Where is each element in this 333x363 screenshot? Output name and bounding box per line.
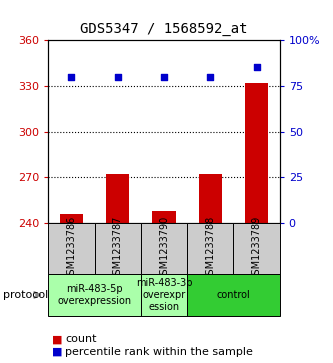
Title: GDS5347 / 1568592_at: GDS5347 / 1568592_at [80, 22, 248, 36]
Point [115, 74, 121, 79]
Bar [141, 274, 187, 316]
Text: ■: ■ [52, 347, 62, 357]
Bar [153, 211, 175, 223]
Point [69, 74, 74, 79]
Text: count: count [65, 334, 97, 344]
Bar [106, 174, 129, 223]
Text: GSM1233790: GSM1233790 [159, 216, 169, 281]
Text: GSM1233787: GSM1233787 [113, 216, 123, 281]
Bar [141, 223, 187, 274]
Point [161, 74, 166, 79]
Bar [245, 83, 268, 223]
Text: ■: ■ [52, 334, 62, 344]
Bar [199, 174, 222, 223]
Bar [48, 223, 95, 274]
Text: miR-483-3p
overexpr
ession: miR-483-3p overexpr ession [136, 278, 192, 311]
Bar [60, 214, 83, 223]
Text: GSM1233786: GSM1233786 [66, 216, 77, 281]
Bar [95, 223, 141, 274]
Text: GSM1233789: GSM1233789 [251, 216, 262, 281]
Text: miR-483-5p
overexpression: miR-483-5p overexpression [58, 284, 132, 306]
Bar [48, 274, 141, 316]
Point [254, 65, 259, 70]
Bar [233, 223, 280, 274]
Text: protocol: protocol [3, 290, 49, 300]
Text: control: control [216, 290, 250, 300]
Text: percentile rank within the sample: percentile rank within the sample [65, 347, 253, 357]
Point [208, 74, 213, 79]
Text: GSM1233788: GSM1233788 [205, 216, 215, 281]
Bar [187, 274, 280, 316]
Bar [187, 223, 233, 274]
